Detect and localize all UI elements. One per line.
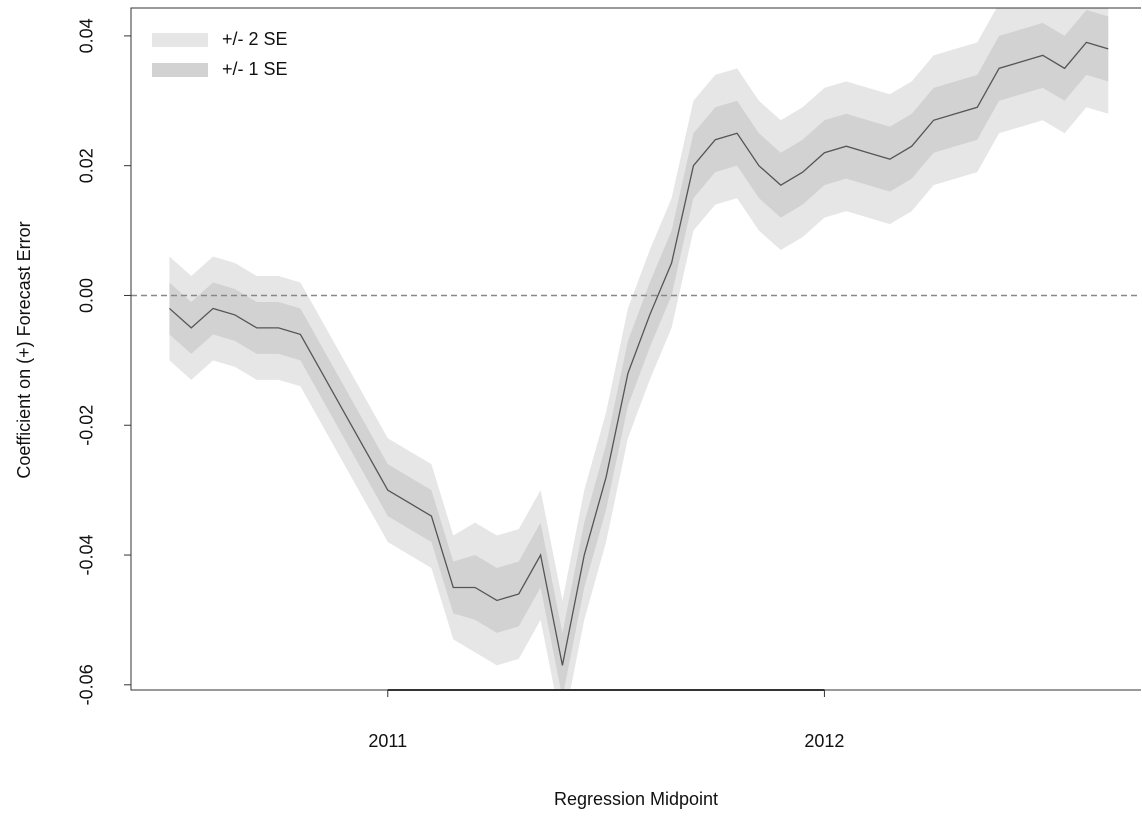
y-tick-label: -0.02 bbox=[77, 405, 97, 446]
legend-label: +/- 2 SE bbox=[222, 29, 288, 49]
coefficient-line bbox=[168, 41, 1109, 666]
y-tick-label: 0.04 bbox=[77, 18, 97, 53]
y-tick-label: -0.06 bbox=[77, 664, 97, 705]
y-axis-label: Coefficient on (+) Forecast Error bbox=[14, 221, 34, 478]
y-tick-label: -0.04 bbox=[77, 535, 97, 576]
x-tick-label: 2012 bbox=[804, 731, 844, 751]
plot-area bbox=[131, 8, 1141, 690]
legend-label: +/- 1 SE bbox=[222, 59, 288, 79]
y-tick-label: 0.02 bbox=[77, 148, 97, 183]
y-tick-label: 0.00 bbox=[77, 278, 97, 313]
x-tick-label: 2011 bbox=[368, 731, 407, 751]
x-axis-label: Regression Midpoint bbox=[554, 789, 718, 809]
se-band bbox=[169, 9, 1109, 690]
